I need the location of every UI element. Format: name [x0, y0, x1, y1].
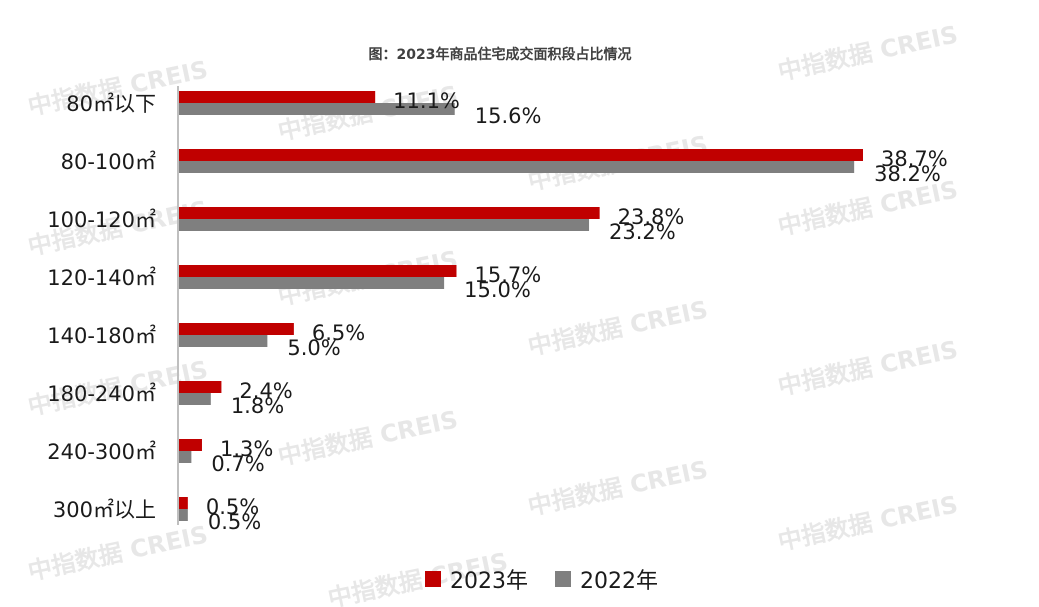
watermark-text: 中指数据 CREIS	[275, 405, 460, 470]
category-label: 300㎡以上	[53, 498, 156, 522]
value-label-2023: 0.5%	[206, 495, 259, 519]
category-label: 100-120㎡	[47, 208, 156, 232]
value-label-2022: 15.0%	[464, 278, 531, 302]
bar-2022	[179, 393, 211, 405]
category-label: 120-140㎡	[47, 266, 156, 290]
value-label-2023: 15.7%	[474, 263, 541, 287]
bar-2023	[179, 149, 863, 161]
watermark-text: 中指数据 CREIS	[525, 295, 710, 360]
category-label: 180-240㎡	[47, 382, 156, 406]
value-label-2023: 1.3%	[220, 437, 273, 461]
value-label-2022: 5.0%	[287, 336, 340, 360]
bar-2023	[179, 381, 222, 393]
legend-swatch-2022	[555, 571, 571, 587]
value-label-2022: 0.5%	[208, 510, 261, 534]
bar-2022	[179, 103, 455, 115]
value-label-2022: 38.2%	[874, 162, 941, 186]
value-label-2022: 1.8%	[231, 394, 284, 418]
value-label-2023: 38.7%	[881, 147, 948, 171]
value-label-2022: 23.2%	[609, 220, 676, 244]
bar-2022	[179, 219, 590, 231]
bar-2022	[179, 161, 855, 173]
bar-2023	[179, 91, 376, 103]
bar-2023	[179, 265, 457, 277]
bar-2023	[179, 207, 600, 219]
value-label-2023: 2.4%	[239, 379, 292, 403]
bar-2023	[179, 439, 202, 451]
chart-title: 图：2023年商品住宅成交面积段占比情况	[368, 47, 632, 63]
labels-layer: 80㎡以下 11.1% 15.6% 80-100㎡ 38.7%38.2% 100-120㎡…	[47, 89, 947, 534]
category-label: 80-100㎡	[61, 150, 156, 174]
value-label-2022: 0.7%	[211, 452, 264, 476]
legend-label-2022: 2022年	[580, 569, 658, 594]
watermark-text: 中指数据 CREIS	[525, 455, 710, 520]
bar-2023	[179, 497, 188, 509]
category-label: 140-180㎡	[47, 324, 156, 348]
bar-2022	[179, 277, 445, 289]
legend-swatch-2023	[425, 571, 441, 587]
category-label: 240-300㎡	[47, 440, 156, 464]
legend: 2023年 2022年	[425, 569, 658, 594]
value-label-2022: 15.6%	[475, 104, 542, 128]
bars-layer	[179, 91, 863, 521]
watermark-text: 中指数据 CREIS	[775, 20, 960, 85]
bar-2022	[179, 509, 188, 521]
value-label-2023: 6.5%	[312, 321, 365, 345]
watermark-text: 中指数据 CREIS	[775, 335, 960, 400]
value-label-2023: 23.8%	[618, 205, 685, 229]
bar-2022	[179, 451, 192, 463]
bar-2022	[179, 335, 268, 347]
legend-label-2023: 2023年	[450, 569, 528, 594]
category-label: 80㎡以下	[66, 92, 156, 116]
watermark-text: 中指数据 CREIS	[775, 490, 960, 555]
value-label-2023: 11.1%	[393, 89, 460, 113]
watermark-text: 中指数据 CREIS	[25, 520, 210, 585]
bar-2023	[179, 323, 294, 335]
